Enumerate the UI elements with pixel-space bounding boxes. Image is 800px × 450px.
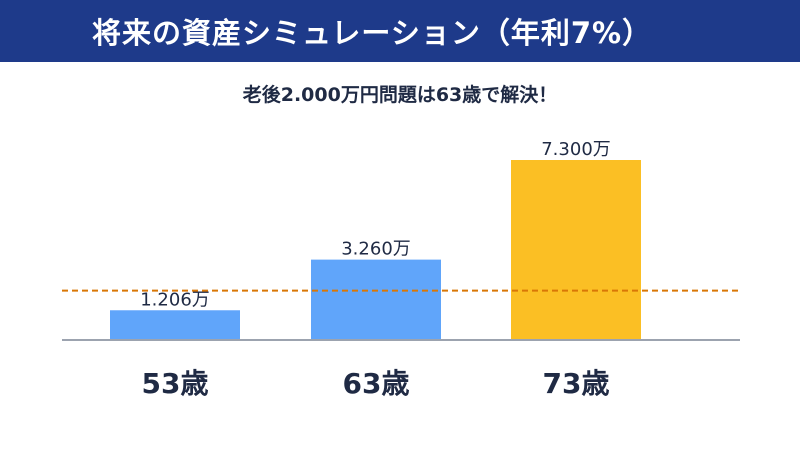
title-banner: 将来の資産シミュレーション（年利7%） [0,0,800,62]
bar-value-label-1: 3.260万 [341,239,411,260]
bar-2 [511,160,641,340]
category-label-1: 63歳 [343,367,410,400]
bar-value-label-0: 1.206万 [140,289,210,310]
chart-subtitle: 老後2.000万円問題は63歳で解決！ [242,84,558,106]
category-label-0: 53歳 [142,367,209,400]
bar-1 [311,259,441,340]
page-title: 将来の資産シミュレーション（年利7%） [92,16,653,50]
bar-value-label-2: 7.300万 [541,139,611,160]
bar-0 [110,310,240,340]
category-label-2: 73歳 [543,367,610,400]
